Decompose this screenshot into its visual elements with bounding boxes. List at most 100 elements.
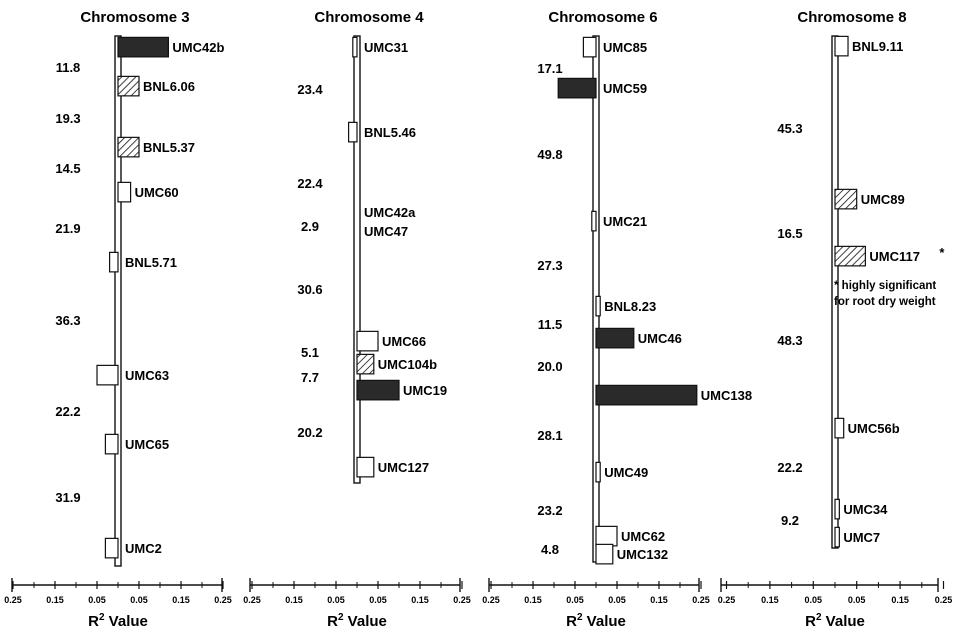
marker-label: UMC42b	[172, 40, 224, 55]
chromosome-title: Chromosome 3	[80, 9, 189, 26]
marker-effect-bar	[557, 77, 597, 99]
marker-label: BNL9.11	[852, 39, 903, 54]
x-tick-label: 0.15	[524, 595, 542, 605]
interval-distance: 31.9	[55, 490, 80, 505]
marker-label: BNL5.37	[143, 140, 195, 155]
chromosome-title: Chromosome 8	[797, 9, 906, 26]
marker-effect-bar	[834, 417, 845, 439]
marker-effect-bar	[595, 384, 698, 406]
x-axis-title-rest: Value	[583, 613, 626, 630]
x-tick-label: 0.05	[369, 595, 387, 605]
marker-effect-bar	[595, 327, 635, 349]
interval-distance: 11.8	[56, 60, 81, 75]
x-axis-title-r: R	[566, 613, 577, 630]
marker-label: UMC138	[701, 388, 752, 403]
marker-effect-bar	[96, 364, 119, 386]
marker-effect-bar	[582, 36, 597, 58]
interval-distance: 5.1	[301, 345, 319, 360]
x-axis-title: R2 Value	[88, 612, 148, 630]
significance-asterisk: *	[939, 245, 945, 260]
marker-effect-bar	[356, 353, 375, 375]
marker-label: UMC62	[621, 529, 665, 544]
marker-label: UMC21	[603, 214, 647, 229]
marker-label: UMC47	[364, 224, 408, 239]
interval-distance: 22.2	[777, 460, 802, 475]
footnote-line-1: * highly significant	[834, 280, 936, 292]
x-axis-title-rest: Value	[344, 613, 387, 630]
marker-label: UMC42a	[364, 205, 416, 220]
x-axis-title: R2 Value	[805, 612, 865, 630]
x-tick-label: 0.25	[453, 595, 471, 605]
x-tick-label: 0.25	[718, 595, 736, 605]
interval-distance: 23.2	[537, 503, 562, 518]
x-tick-label: 0.25	[935, 595, 953, 605]
marker-label: UMC63	[125, 368, 169, 383]
marker-effect-bar	[356, 456, 375, 478]
chromosome-bar	[353, 35, 361, 484]
marker-effect-bar	[356, 379, 400, 401]
x-axis-title-r: R	[327, 613, 338, 630]
x-tick-label: 0.15	[411, 595, 429, 605]
x-axis-title-rest: Value	[822, 613, 865, 630]
interval-distance: 2.9	[301, 219, 319, 234]
x-tick-label: 0.25	[692, 595, 710, 605]
x-tick-label: 0.15	[285, 595, 303, 605]
marker-effect-bar	[834, 498, 840, 520]
x-tick-label: 0.25	[4, 595, 22, 605]
interval-distance: 4.8	[541, 542, 559, 557]
x-axis-title-sup: 2	[577, 612, 583, 623]
interval-distance: 49.8	[537, 147, 562, 162]
x-tick-label: 0.05	[566, 595, 584, 605]
x-axis-title: R2 Value	[327, 612, 387, 630]
marker-effect-bar	[348, 121, 358, 143]
marker-label: UMC34	[843, 502, 888, 517]
x-tick-label: 0.15	[761, 595, 779, 605]
interval-distance: 45.3	[777, 121, 802, 136]
interval-distance: 7.7	[301, 370, 319, 385]
marker-effect-bar	[117, 181, 132, 203]
x-tick-label: 0.15	[891, 595, 909, 605]
interval-distance: 22.4	[297, 176, 323, 191]
chromosome-bar	[114, 35, 122, 567]
marker-label: UMC104b	[378, 357, 437, 372]
marker-label: UMC46	[638, 331, 682, 346]
x-tick-label: 0.05	[848, 595, 866, 605]
marker-label: UMC19	[403, 383, 447, 398]
interval-distance: 11.5	[538, 317, 563, 332]
marker-effect-bar	[104, 433, 119, 455]
footnote: * highly significant for root dry weight	[834, 280, 936, 308]
x-tick-label: 0.05	[130, 595, 148, 605]
chromosome-title: Chromosome 4	[314, 9, 424, 26]
x-tick-label: 0.05	[805, 595, 823, 605]
chromosome-title: Chromosome 6	[548, 9, 657, 26]
x-axis-title-sup: 2	[338, 612, 344, 623]
marker-effect-bar	[595, 543, 614, 565]
marker-label: UMC31	[364, 40, 408, 55]
interval-distance: 28.1	[537, 428, 562, 443]
marker-effect-bar	[834, 526, 840, 548]
interval-distance: 21.9	[55, 221, 80, 236]
chromosome-panel: Chromosome 6 UMC85 UMC59 UMC21 BNL8.23 UMC46 U…	[482, 9, 752, 630]
marker-effect-bar	[591, 210, 597, 232]
x-tick-label: 0.05	[88, 595, 106, 605]
chromosome-panel: Chromosome 4 UMC31 BNL5.46 UMC42a UMC47 UMC66…	[243, 9, 471, 630]
x-tick-label: 0.15	[650, 595, 668, 605]
x-axis-title: R2 Value	[566, 612, 626, 630]
x-tick-label: 0.15	[172, 595, 190, 605]
marker-effect-bar	[117, 36, 170, 58]
x-axis-title-rest: Value	[105, 613, 148, 630]
chromosome-panel: Chromosome 3 UMC42b BNL6.06 BNL5.37 UMC60 BNL…	[4, 9, 232, 630]
marker-effect-bar	[117, 136, 140, 158]
x-tick-label: 0.25	[214, 595, 232, 605]
marker-label: UMC117	[869, 249, 920, 264]
interval-distance: 30.6	[297, 282, 322, 297]
x-axis-title-r: R	[805, 613, 816, 630]
marker-effect-bar	[595, 461, 601, 483]
marker-effect-bar	[352, 36, 358, 58]
marker-label: UMC49	[604, 465, 648, 480]
marker-label: UMC66	[382, 334, 426, 349]
interval-distance: 20.0	[537, 359, 562, 374]
marker-effect-bar	[104, 537, 119, 559]
x-tick-label: 0.15	[46, 595, 64, 605]
